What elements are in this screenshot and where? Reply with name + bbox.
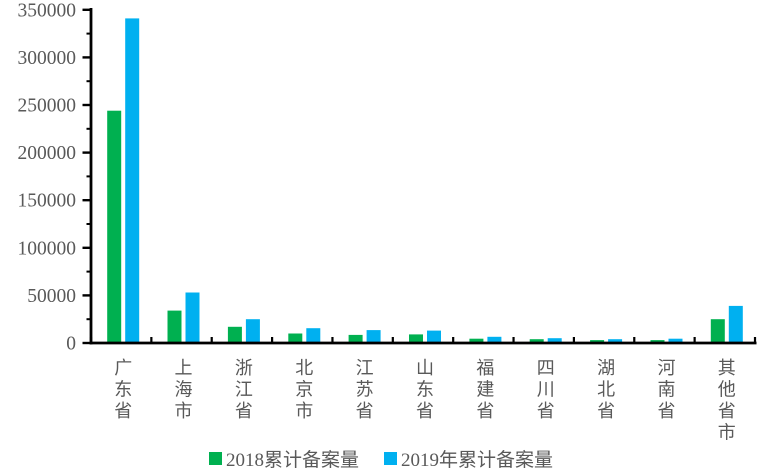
bar-2019-cat9 <box>668 338 683 343</box>
x-category-label-char: 四 <box>537 358 555 378</box>
x-category-label-char: 省 <box>718 401 736 421</box>
legend-item-2018: 2018累计备案量 <box>208 445 359 472</box>
x-category-label-char: 上 <box>175 358 193 378</box>
bar-2019-cat10 <box>728 305 743 343</box>
x-category-label-char: 市 <box>175 401 193 421</box>
x-category-label-char: 江 <box>356 358 374 378</box>
bar-2018-cat2 <box>227 326 242 343</box>
bar-2018-cat5 <box>409 334 423 343</box>
x-category-label-char: 省 <box>658 401 676 421</box>
x-category-label-char: 川 <box>537 380 555 400</box>
bar-2018-cat10 <box>710 319 725 343</box>
bar-2018-cat7 <box>529 339 544 343</box>
bar-2019-cat6 <box>487 336 502 343</box>
y-axis-tick-label: 200000 <box>18 143 77 164</box>
x-category-label-char: 南 <box>658 380 676 400</box>
x-category-label-char: 省 <box>235 401 253 421</box>
x-category-label-char: 省 <box>597 401 615 421</box>
x-category-label-char: 省 <box>416 401 434 421</box>
x-category-label-char: 浙 <box>235 358 253 378</box>
x-category-label-char: 他 <box>718 380 736 400</box>
y-axis-tick-label: 0 <box>66 334 76 355</box>
bar-2019-cat5 <box>427 330 441 343</box>
bar-2019-cat1 <box>185 292 200 343</box>
bar-2018-cat1 <box>167 310 182 343</box>
x-category-label-char: 市 <box>295 401 313 421</box>
bar-2019-cat8 <box>608 339 623 343</box>
bar-2019-cat3 <box>306 328 321 343</box>
bar-2019-cat0 <box>125 18 140 344</box>
x-category-label-char: 省 <box>114 401 132 421</box>
x-category-label-char: 省 <box>537 401 555 421</box>
bar-2018-cat6 <box>469 338 484 343</box>
x-category-label-char: 北 <box>597 380 615 400</box>
chart-legend: 2018累计备案量 2019年累计备案量 <box>0 444 762 472</box>
x-category-label-char: 东 <box>114 380 132 400</box>
x-category-label-char: 福 <box>476 358 494 378</box>
y-axis-tick-label: 150000 <box>18 191 77 212</box>
x-category-label-char: 京 <box>295 380 313 400</box>
legend-label-2018: 2018累计备案量 <box>225 449 359 471</box>
legend-item-2019: 2019年累计备案量 <box>384 445 553 472</box>
x-category-label-char: 湖 <box>597 358 615 378</box>
y-axis-tick-label: 350000 <box>18 0 77 21</box>
x-category-label-char: 建 <box>476 380 494 400</box>
x-category-label-char: 苏 <box>356 380 374 400</box>
bar-2018-cat9 <box>650 340 665 343</box>
y-axis-tick-label: 100000 <box>18 238 77 259</box>
x-category-label-char: 海 <box>175 380 193 400</box>
x-category-label-char: 省 <box>356 401 374 421</box>
y-axis-tick-label: 250000 <box>18 96 77 117</box>
x-category-label-char: 市 <box>718 423 736 443</box>
x-category-label-char: 河 <box>658 358 676 378</box>
y-axis-tick-label: 50000 <box>27 286 76 307</box>
bar-2018-cat0 <box>107 110 122 343</box>
x-category-label-char: 其 <box>718 358 736 378</box>
x-category-label-char: 山 <box>416 358 434 378</box>
bar-2018-cat4 <box>348 334 363 343</box>
bar-2019-cat4 <box>366 330 381 343</box>
bar-2018-cat3 <box>288 333 303 343</box>
y-axis-tick-label: 300000 <box>18 48 77 69</box>
legend-swatch-2019 <box>384 451 397 465</box>
bar-2018-cat8 <box>590 340 605 343</box>
x-category-label-char: 省 <box>476 401 494 421</box>
x-category-label-char: 广 <box>114 358 132 378</box>
bar-2019-cat7 <box>547 338 562 343</box>
legend-swatch-2018 <box>208 451 222 465</box>
bar-2019-cat2 <box>245 319 260 343</box>
legend-label-2019: 2019年累计备案量 <box>401 449 554 471</box>
x-category-label-char: 东 <box>416 380 434 400</box>
x-category-label-char: 北 <box>295 358 313 378</box>
x-category-label-char: 江 <box>235 380 253 400</box>
